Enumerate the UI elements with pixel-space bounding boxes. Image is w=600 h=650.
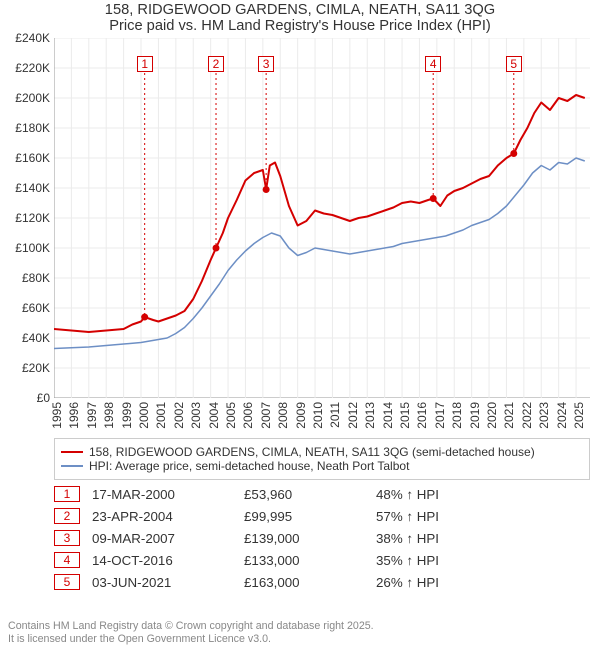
y-axis-tick-label: £180K bbox=[15, 121, 54, 135]
sales-row-pct: 38% ↑ HPI bbox=[376, 531, 576, 546]
chart-legend: 158, RIDGEWOOD GARDENS, CIMLA, NEATH, SA… bbox=[54, 438, 590, 480]
x-axis-tick-label: 2011 bbox=[332, 376, 346, 402]
x-axis-tick-label: 2020 bbox=[489, 375, 503, 402]
series-line-price_paid bbox=[54, 95, 585, 332]
copyright-footer: Contains HM Land Registry data © Crown c… bbox=[8, 620, 374, 646]
y-axis-tick-label: £200K bbox=[15, 91, 54, 105]
footer-line2: It is licensed under the Open Government… bbox=[8, 633, 374, 646]
sales-row-pct: 26% ↑ HPI bbox=[376, 575, 576, 590]
sales-row-pct: 35% ↑ HPI bbox=[376, 553, 576, 568]
legend-swatch bbox=[61, 451, 83, 453]
sale-marker-box: 2 bbox=[208, 56, 224, 72]
sale-marker-point bbox=[510, 150, 517, 157]
x-axis-tick-label: 2003 bbox=[193, 375, 207, 402]
x-axis-tick-label: 2008 bbox=[280, 375, 294, 402]
sale-marker-point bbox=[430, 195, 437, 202]
sales-row-pct: 57% ↑ HPI bbox=[376, 509, 576, 524]
x-axis-tick-label: 2005 bbox=[228, 375, 242, 402]
legend-swatch bbox=[61, 465, 83, 467]
x-axis-tick-label: 1995 bbox=[54, 375, 68, 402]
legend-label: 158, RIDGEWOOD GARDENS, CIMLA, NEATH, SA… bbox=[89, 445, 535, 459]
y-axis-tick-label: £60K bbox=[22, 301, 54, 315]
sales-row-price: £133,000 bbox=[244, 553, 364, 568]
x-axis-tick-label: 1999 bbox=[124, 375, 138, 402]
sales-row-date: 03-JUN-2021 bbox=[92, 575, 232, 590]
sale-marker-box: 5 bbox=[506, 56, 522, 72]
x-axis-tick-label: 2024 bbox=[559, 375, 573, 402]
series-line-hpi bbox=[54, 158, 585, 349]
y-axis-tick-label: £240K bbox=[15, 31, 54, 45]
legend-label: HPI: Average price, semi-detached house,… bbox=[89, 459, 409, 473]
sale-marker-box: 1 bbox=[137, 56, 153, 72]
x-axis-tick-label: 2025 bbox=[576, 375, 590, 402]
legend-item: 158, RIDGEWOOD GARDENS, CIMLA, NEATH, SA… bbox=[61, 445, 583, 459]
footer-line1: Contains HM Land Registry data © Crown c… bbox=[8, 620, 374, 633]
sales-row-marker: 3 bbox=[54, 530, 80, 546]
x-axis-tick-label: 2009 bbox=[298, 375, 312, 402]
sales-row-price: £163,000 bbox=[244, 575, 364, 590]
x-axis-tick-label: 2013 bbox=[367, 375, 381, 402]
sale-marker-point bbox=[213, 245, 220, 252]
sales-row-pct: 48% ↑ HPI bbox=[376, 487, 576, 502]
x-axis-tick-label: 2015 bbox=[402, 375, 416, 402]
x-axis-tick-label: 2010 bbox=[315, 375, 329, 402]
x-axis-tick-label: 2019 bbox=[472, 375, 486, 402]
y-axis-tick-label: £80K bbox=[22, 271, 54, 285]
x-axis-tick-label: 2004 bbox=[211, 375, 225, 402]
sales-row-date: 09-MAR-2007 bbox=[92, 531, 232, 546]
sales-row-marker: 4 bbox=[54, 552, 80, 568]
x-axis-tick-label: 1997 bbox=[89, 375, 103, 402]
x-axis-tick-label: 2014 bbox=[385, 375, 399, 402]
x-axis-tick-label: 2006 bbox=[245, 375, 259, 402]
x-axis-tick-label: 2018 bbox=[454, 375, 468, 402]
sales-row-price: £99,995 bbox=[244, 509, 364, 524]
x-axis-tick-label: 2017 bbox=[437, 375, 451, 402]
x-axis-tick-label: 2023 bbox=[541, 375, 555, 402]
sales-table: 1 17-MAR-2000 £53,960 48% ↑ HPI 2 23-APR-2004… bbox=[54, 486, 590, 590]
y-axis-tick-label: £120K bbox=[15, 211, 54, 225]
sale-marker-point bbox=[141, 314, 148, 321]
sale-marker-point bbox=[263, 186, 270, 193]
legend-item: HPI: Average price, semi-detached house,… bbox=[61, 459, 583, 473]
sale-marker-box: 4 bbox=[425, 56, 441, 72]
sales-table-row: 3 09-MAR-2007 £139,000 38% ↑ HPI bbox=[54, 530, 590, 546]
chart-title-line1: 158, RIDGEWOOD GARDENS, CIMLA, NEATH, SA… bbox=[0, 0, 600, 18]
x-axis-tick-label: 2021 bbox=[506, 375, 520, 402]
sales-table-row: 1 17-MAR-2000 £53,960 48% ↑ HPI bbox=[54, 486, 590, 502]
y-axis-tick-label: £40K bbox=[22, 331, 54, 345]
sales-table-row: 2 23-APR-2004 £99,995 57% ↑ HPI bbox=[54, 508, 590, 524]
y-axis-tick-label: £140K bbox=[15, 181, 54, 195]
x-axis-tick-label: 1996 bbox=[71, 375, 85, 402]
y-axis-tick-label: £100K bbox=[15, 241, 54, 255]
x-axis-tick-label: 2012 bbox=[350, 375, 364, 402]
y-axis-tick-label: £220K bbox=[15, 61, 54, 75]
sales-table-row: 5 03-JUN-2021 £163,000 26% ↑ HPI bbox=[54, 574, 590, 590]
sales-row-marker: 1 bbox=[54, 486, 80, 502]
x-axis-tick-label: 2022 bbox=[524, 375, 538, 402]
chart-svg bbox=[54, 38, 590, 398]
sale-marker-box: 3 bbox=[258, 56, 274, 72]
x-axis-tick-label: 2002 bbox=[176, 375, 190, 402]
x-axis-tick-label: 2016 bbox=[419, 375, 433, 402]
sales-row-marker: 5 bbox=[54, 574, 80, 590]
y-axis-tick-label: £160K bbox=[15, 151, 54, 165]
sales-row-date: 23-APR-2004 bbox=[92, 509, 232, 524]
sales-row-price: £139,000 bbox=[244, 531, 364, 546]
x-axis-tick-label: 2007 bbox=[263, 375, 277, 402]
x-axis-tick-label: 1998 bbox=[106, 375, 120, 402]
sales-row-date: 14-OCT-2016 bbox=[92, 553, 232, 568]
chart-plot-area: £0£20K£40K£60K£80K£100K£120K£140K£160K£1… bbox=[54, 38, 590, 398]
x-axis-tick-label: 2000 bbox=[141, 375, 155, 402]
sales-row-marker: 2 bbox=[54, 508, 80, 524]
sales-table-row: 4 14-OCT-2016 £133,000 35% ↑ HPI bbox=[54, 552, 590, 568]
chart-title-line2: Price paid vs. HM Land Registry's House … bbox=[0, 18, 600, 34]
sales-row-date: 17-MAR-2000 bbox=[92, 487, 232, 502]
x-axis-tick-label: 2001 bbox=[158, 375, 172, 402]
y-axis-tick-label: £20K bbox=[22, 361, 54, 375]
sales-row-price: £53,960 bbox=[244, 487, 364, 502]
